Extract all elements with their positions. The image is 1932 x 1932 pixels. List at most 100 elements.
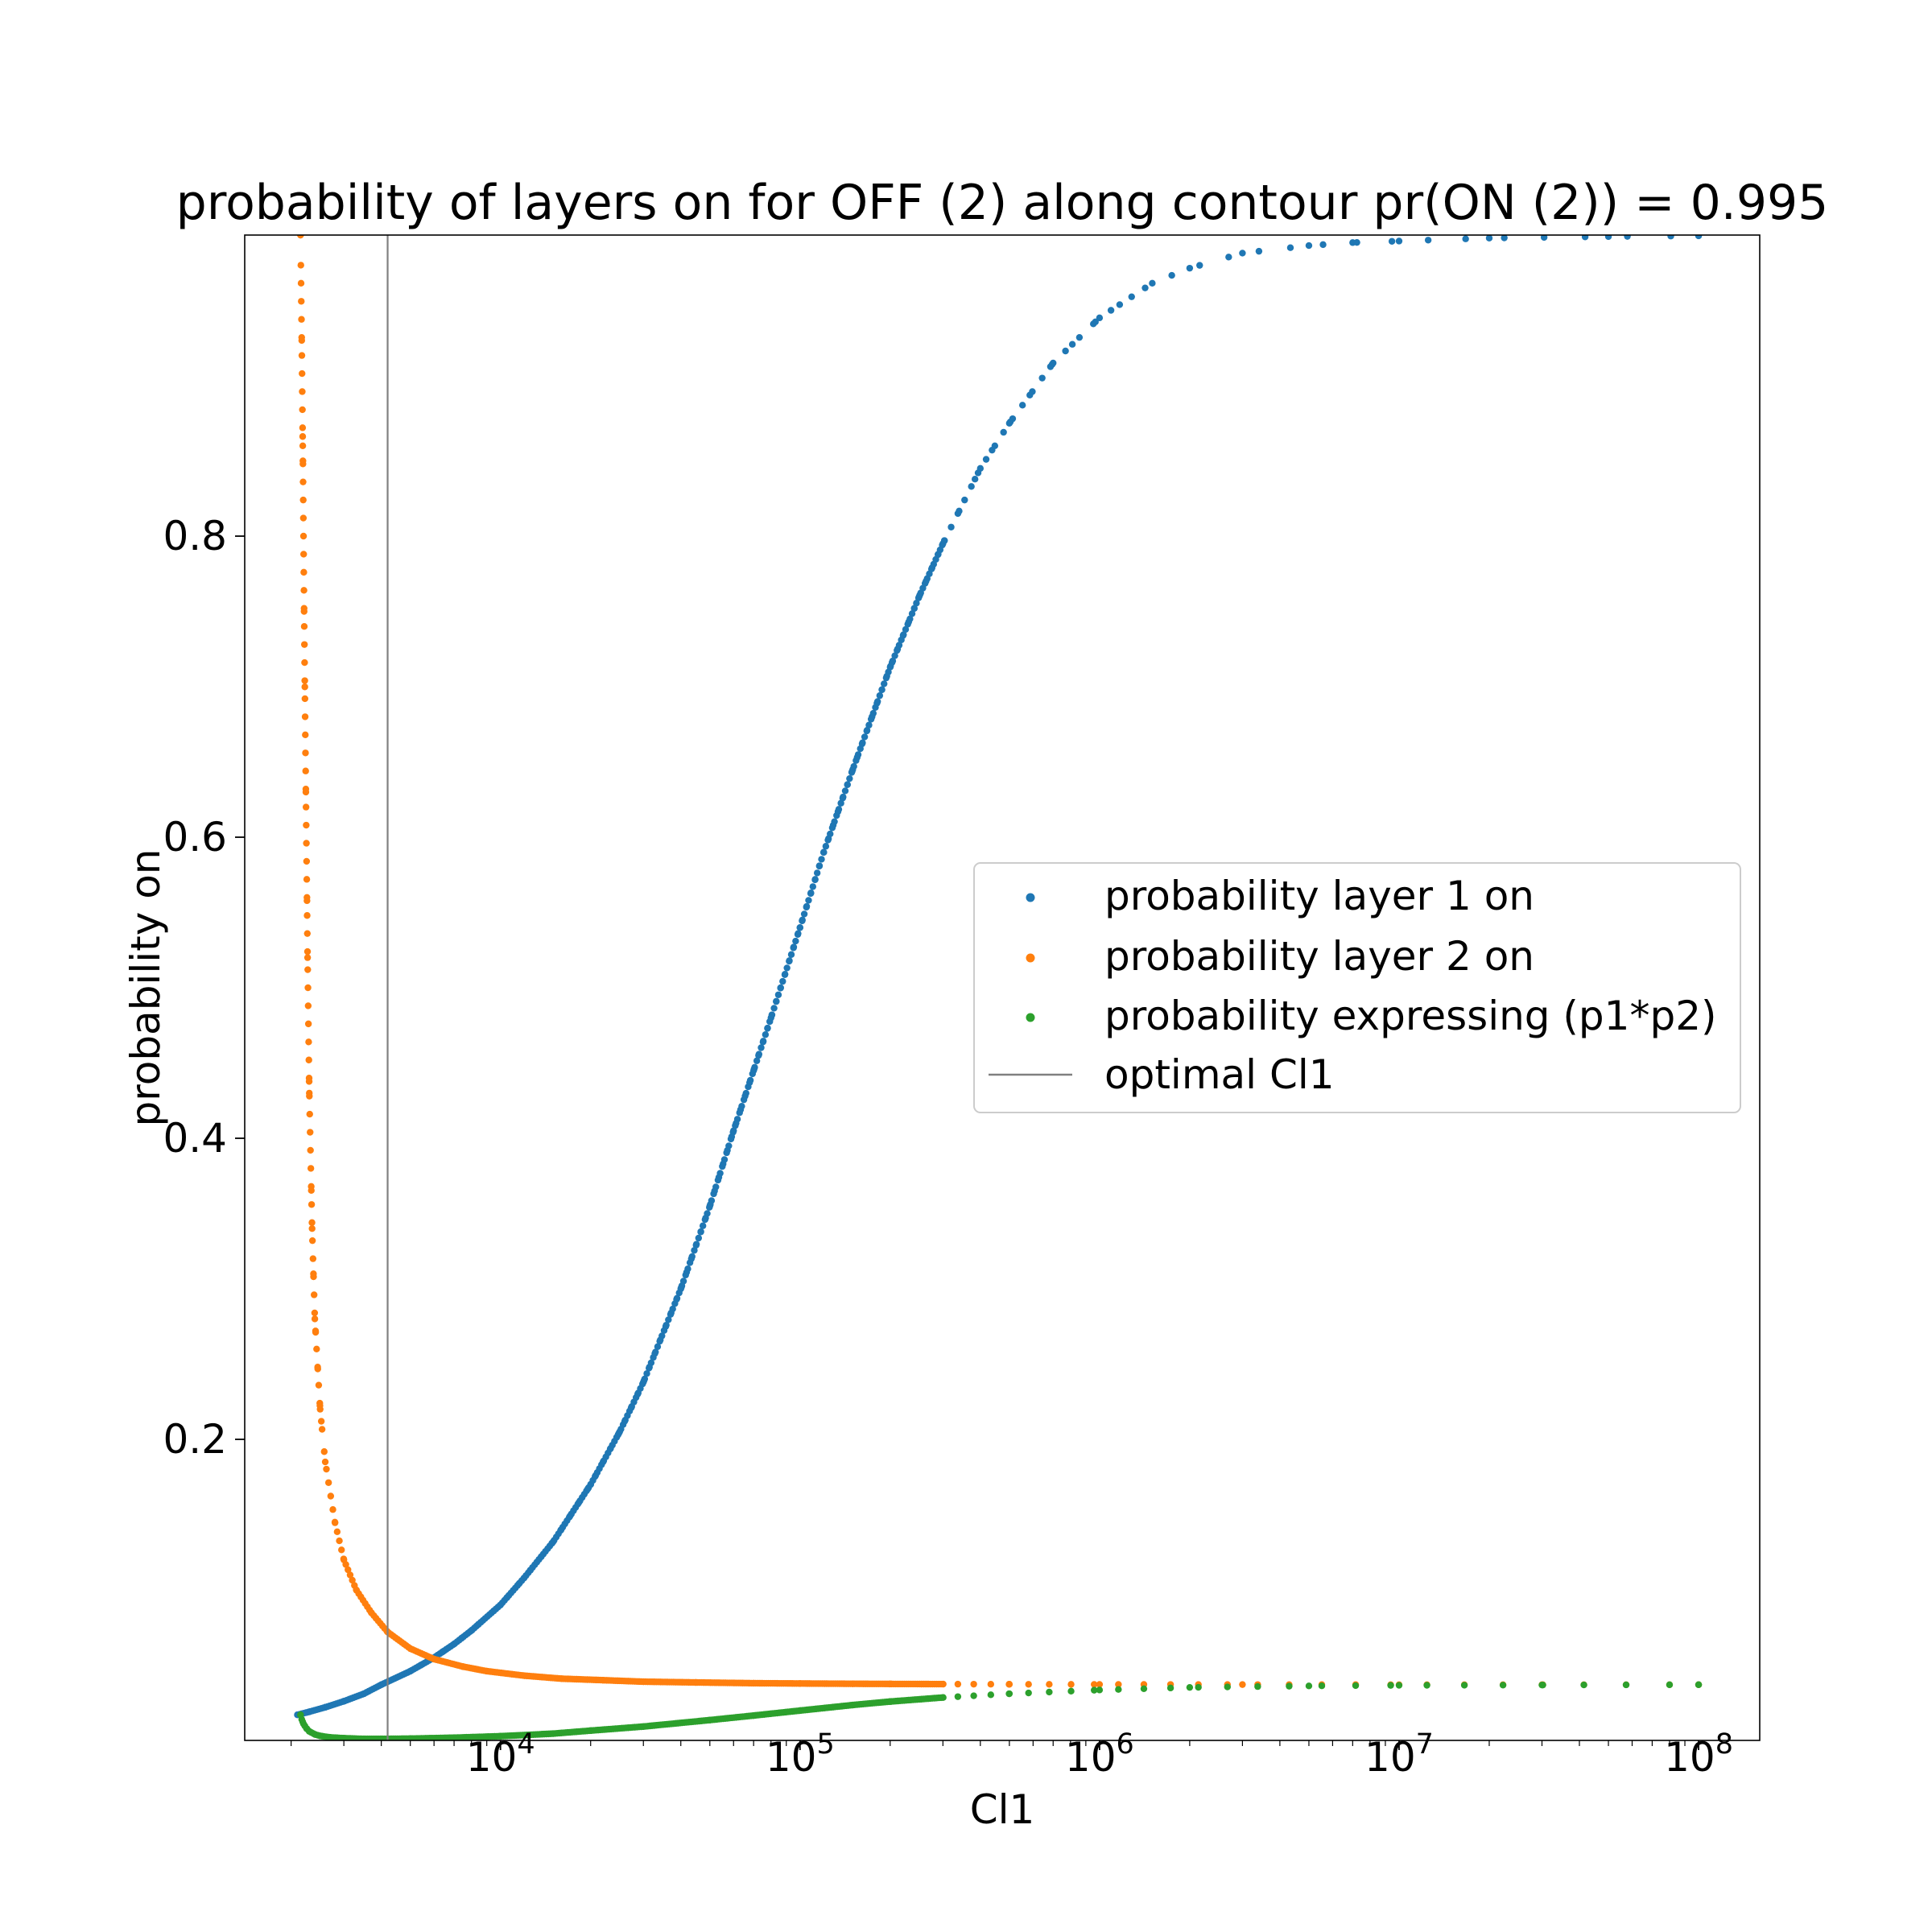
data-point	[894, 646, 902, 653]
data-point	[299, 424, 307, 431]
data-point	[841, 787, 849, 795]
data-point	[662, 1323, 670, 1330]
data-point	[675, 1289, 683, 1297]
data-point	[902, 625, 910, 634]
data-point	[678, 1282, 686, 1290]
data-point	[1107, 307, 1115, 314]
data-point	[309, 1255, 317, 1262]
data-point	[1239, 250, 1246, 257]
data-point	[643, 1370, 650, 1377]
data-point	[923, 577, 930, 585]
data-point	[947, 523, 955, 530]
data-point	[1091, 1681, 1098, 1688]
data-point	[304, 966, 312, 973]
data-point	[1005, 1690, 1013, 1698]
data-point	[733, 1120, 740, 1127]
legend-label-series-2: probability layer 2 on	[1104, 933, 1534, 980]
data-point	[302, 767, 309, 774]
data-point	[301, 713, 309, 720]
data-point	[692, 1241, 700, 1249]
data-point	[935, 551, 942, 558]
data-point	[312, 1328, 320, 1336]
data-point	[858, 740, 866, 748]
data-point	[314, 1365, 321, 1373]
series-1-points	[294, 235, 1703, 1719]
data-point	[303, 897, 311, 905]
data-point	[1168, 271, 1175, 279]
data-point	[1096, 1686, 1104, 1694]
data-point	[695, 1234, 703, 1242]
y-tick-label: 0.6	[163, 814, 227, 861]
data-point	[1025, 1689, 1032, 1697]
data-point	[818, 856, 825, 863]
data-point	[299, 406, 306, 414]
data-point	[1499, 1682, 1507, 1689]
data-point	[928, 564, 936, 572]
data-point	[320, 1448, 328, 1455]
data-point	[299, 369, 306, 378]
data-point	[881, 680, 888, 687]
data-point	[297, 279, 305, 287]
x-tick-label: 107	[1364, 1728, 1434, 1781]
data-point	[303, 876, 311, 883]
data-point	[336, 1537, 343, 1545]
data-point	[702, 1214, 709, 1222]
data-point	[1224, 1683, 1231, 1690]
data-point	[1395, 1682, 1403, 1689]
data-point	[873, 700, 881, 707]
data-point	[302, 731, 309, 739]
data-point	[869, 713, 876, 720]
data-point	[592, 1472, 600, 1480]
data-point	[913, 600, 920, 607]
data-point	[538, 1553, 545, 1561]
legend-marker-series-1	[1026, 893, 1035, 902]
data-point	[1046, 1688, 1053, 1696]
y-tick-label: 0.2	[163, 1416, 227, 1463]
data-point	[299, 514, 308, 522]
data-point	[764, 1025, 771, 1032]
data-point	[303, 857, 311, 865]
data-point	[954, 1680, 962, 1688]
data-point	[753, 1057, 761, 1064]
data-point	[1580, 1681, 1587, 1689]
data-point	[634, 1390, 642, 1398]
data-point	[303, 821, 310, 829]
data-point	[349, 1576, 356, 1584]
data-point	[599, 1458, 607, 1466]
data-point	[345, 1566, 352, 1574]
data-point	[575, 1499, 583, 1506]
data-point	[342, 1561, 349, 1568]
data-point	[815, 862, 824, 869]
legend-box	[973, 862, 1741, 1113]
data-point	[1115, 1686, 1122, 1693]
data-point	[987, 1681, 995, 1688]
data-point	[863, 727, 871, 734]
data-point	[795, 930, 802, 937]
data-point	[1000, 428, 1007, 436]
legend-label-reference-line: optimal Cl1	[1104, 1051, 1335, 1098]
data-point	[1695, 235, 1703, 240]
data-point	[1149, 279, 1156, 287]
data-point	[792, 937, 799, 945]
data-point	[654, 1343, 662, 1351]
data-point	[982, 456, 990, 463]
data-point	[1075, 333, 1084, 341]
data-point	[308, 1236, 316, 1245]
data-point	[799, 916, 806, 924]
data-point	[1025, 1681, 1032, 1688]
data-point	[346, 1571, 354, 1579]
y-tick-label: 0.8	[163, 513, 227, 559]
data-point	[787, 951, 795, 958]
data-point	[338, 1546, 345, 1554]
data-point	[1067, 1687, 1075, 1695]
data-point	[1116, 301, 1124, 308]
data-point	[968, 483, 975, 490]
data-point	[607, 1445, 614, 1452]
data-point	[1186, 264, 1194, 272]
data-point	[954, 510, 962, 518]
data-point	[640, 1377, 648, 1385]
series-3-points	[297, 1681, 1703, 1740]
data-point	[779, 977, 786, 985]
data-point	[961, 496, 968, 504]
